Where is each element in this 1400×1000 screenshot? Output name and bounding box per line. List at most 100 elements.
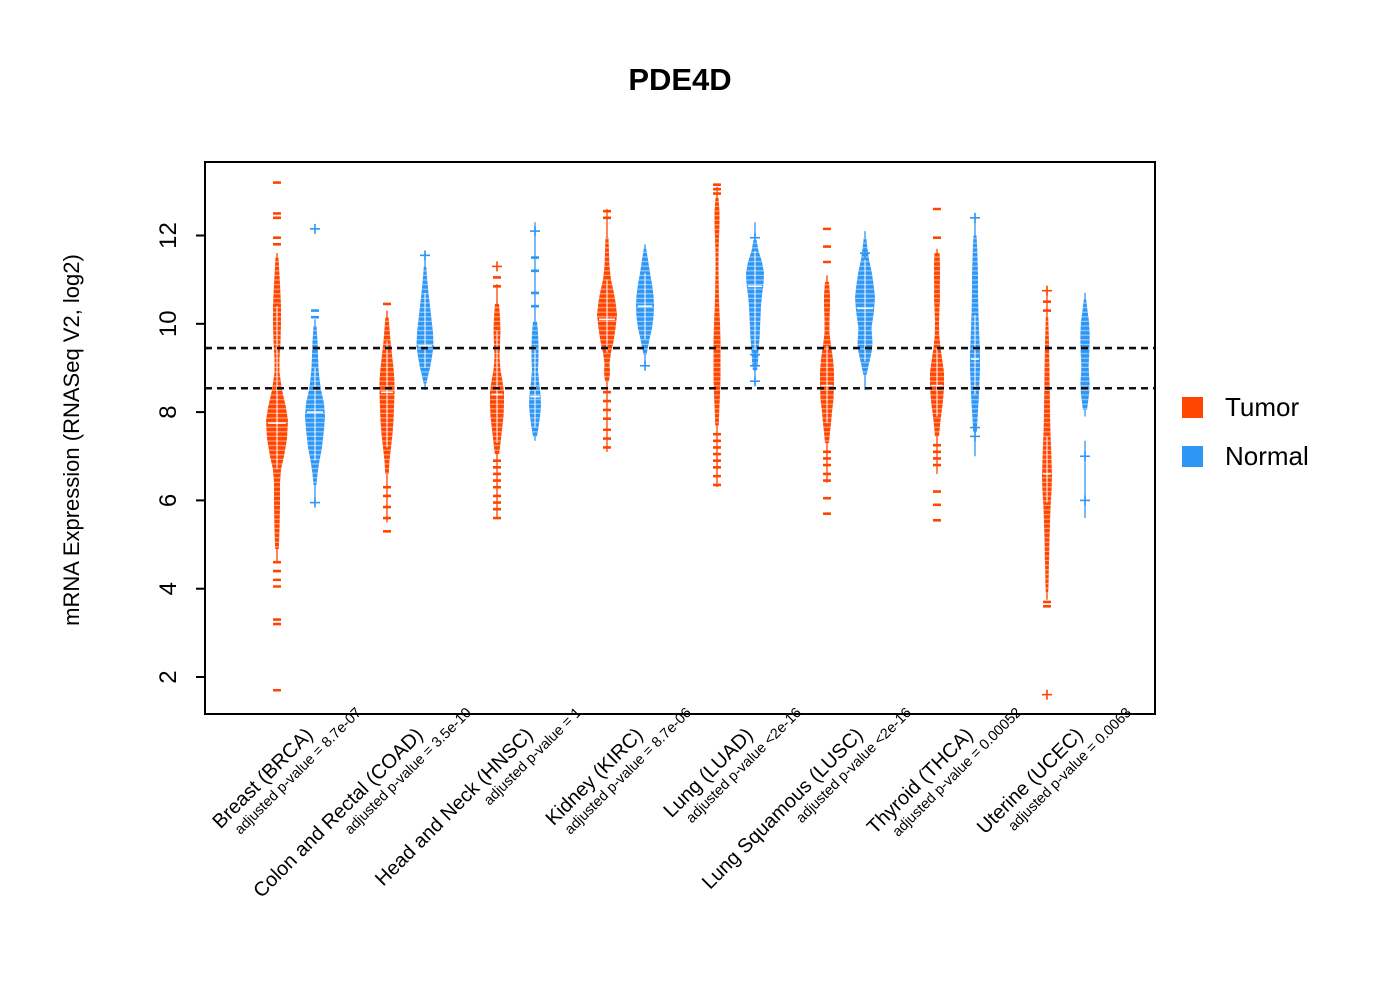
kirc-tumor-outlier-dash [603, 408, 611, 412]
kirc-tumor-outlier-dash [603, 399, 611, 403]
thca-tumor-outlier-dash [933, 236, 941, 240]
brca-tumor-outlier-dash [273, 618, 281, 621]
coad-tumor-outlier-dash [383, 530, 391, 533]
tumor-color-swatch [1182, 397, 1203, 418]
kirc-tumor-median-gap [599, 318, 615, 321]
thca-tumor-outlier-dash [933, 490, 941, 493]
lusc-tumor-median-gap [821, 384, 833, 387]
brca-tumor-outlier-dash [273, 243, 281, 246]
plot-box [204, 161, 1156, 715]
luad-tumor-outlier-dash [713, 192, 721, 195]
hnsc-tumor-outlier-dash [493, 284, 501, 288]
luad-tumor-outlier-dash [713, 459, 721, 462]
hnsc-tumor-outlier-dash [493, 501, 501, 504]
thca-tumor-outlier-dash [933, 450, 941, 454]
normal-color-swatch [1182, 446, 1203, 467]
brca-tumor-outlier-dash [273, 578, 281, 582]
lusc-tumor-outlier-dash [823, 260, 831, 264]
hnsc-tumor-outlier-dash [493, 479, 501, 482]
hnsc-tumor-outlier-dash [493, 472, 501, 476]
brca-tumor-outlier-dash [273, 216, 281, 220]
brca-tumor-outlier-dash [273, 212, 281, 215]
coad-tumor-outlier-dash [383, 494, 391, 498]
luad-tumor-outlier-dash [713, 439, 721, 443]
hnsc-normal-outlier-dash [531, 256, 539, 259]
legend-label-normal: Normal [1225, 441, 1309, 471]
ucec-tumor-outlier-dash [1043, 600, 1051, 604]
coad-tumor-median-gap [381, 391, 393, 394]
luad-tumor-outlier-dash [713, 187, 721, 191]
coad-normal-median-gap [418, 345, 432, 347]
y-tick-label: 10 [155, 310, 182, 337]
legend-item-tumor: Tumor [1182, 392, 1309, 423]
brca-tumor-outlier-dash [273, 622, 281, 626]
thca-tumor-outlier-dash [933, 463, 941, 467]
lusc-tumor-outlier-dash [823, 245, 831, 248]
y-tick-label: 4 [155, 582, 182, 595]
ucec-tumor-median-gap [1043, 473, 1051, 475]
brca-tumor-outlier-dash [273, 560, 281, 564]
hnsc-tumor-outlier-dash [493, 276, 501, 279]
thca-tumor-outlier-dash [933, 207, 941, 211]
legend-item-normal: Normal [1182, 441, 1309, 472]
kirc-tumor-outlier-dash [603, 209, 611, 213]
hnsc-normal-median-gap [530, 395, 540, 398]
luad-tumor-outlier-dash [713, 474, 721, 478]
hnsc-tumor-outlier-dash [493, 465, 501, 469]
thca-tumor-outlier-dash [933, 503, 941, 507]
hnsc-normal-outlier-dash [531, 291, 539, 295]
kirc-tumor-outlier-dash [603, 446, 611, 449]
lusc-tumor-outlier-dash [823, 496, 831, 500]
luad-tumor-outlier-dash [713, 465, 721, 469]
ucec-tumor-outlier-dash [1043, 309, 1051, 312]
kirc-normal-median-gap [637, 305, 653, 307]
ucec-tumor-outlier-dash [1043, 300, 1051, 304]
hnsc-tumor-outlier-dash [493, 459, 501, 462]
hnsc-normal-outlier-dash [531, 304, 539, 308]
brca-tumor-outlier-dash [273, 569, 281, 573]
kirc-tumor-outlier-dash [603, 216, 611, 220]
lusc-tumor-outlier-dash [823, 227, 831, 231]
luad-tumor-outlier-dash [713, 432, 721, 436]
y-tick-label: 6 [155, 494, 182, 507]
legend: Tumor Normal [1182, 392, 1309, 490]
thca-tumor-outlier-dash [933, 443, 941, 447]
luad-tumor-outlier-dash [713, 483, 721, 487]
ucec-tumor-outlier-dash [1043, 605, 1051, 608]
hnsc-tumor-median-gap [491, 393, 503, 396]
brca-tumor-outlier-dash [273, 585, 281, 588]
lusc-tumor-outlier-dash [823, 472, 831, 476]
thca-tumor-outlier-dash [933, 457, 941, 460]
lusc-tumor-outlier-dash [823, 479, 831, 482]
thca-tumor-outlier-dash [933, 518, 941, 522]
luad-tumor-outlier-dash [713, 452, 721, 456]
hnsc-normal-outlier-dash [531, 269, 539, 273]
brca-normal-outlier-dash [311, 309, 319, 312]
coad-tumor-outlier-dash [383, 516, 391, 520]
luad-tumor-outlier-dash [713, 446, 721, 449]
brca-tumor-outlier-dash [273, 181, 281, 184]
brca-normal-outlier-dash [311, 315, 319, 319]
lusc-tumor-outlier-dash [823, 457, 831, 460]
chart-title: PDE4D [628, 62, 732, 97]
y-tick-label: 2 [155, 670, 182, 683]
kirc-tumor-outlier-dash [603, 428, 611, 432]
lusc-tumor-outlier-dash [823, 450, 831, 454]
thca-tumor-violin-texture [930, 253, 944, 437]
brca-tumor-outlier-dash [273, 688, 281, 692]
coad-tumor-outlier-dash [383, 505, 391, 509]
thca-tumor-median-gap [931, 384, 943, 387]
luad-tumor-violin-texture [713, 197, 721, 426]
lusc-normal-median-gap [857, 307, 873, 310]
kirc-tumor-outlier-dash [603, 437, 611, 440]
lusc-tumor-outlier-dash [823, 512, 831, 515]
thca-normal-median-gap [971, 358, 979, 360]
ucec-normal-violin-texture [1080, 299, 1090, 410]
legend-label-tumor: Tumor [1225, 392, 1300, 422]
lusc-tumor-outlier-dash [823, 463, 831, 467]
coad-tumor-outlier-dash [383, 485, 391, 489]
brca-tumor-median-gap [268, 422, 286, 424]
kirc-tumor-outlier-dash [603, 417, 611, 421]
y-tick-label: 8 [155, 405, 182, 418]
